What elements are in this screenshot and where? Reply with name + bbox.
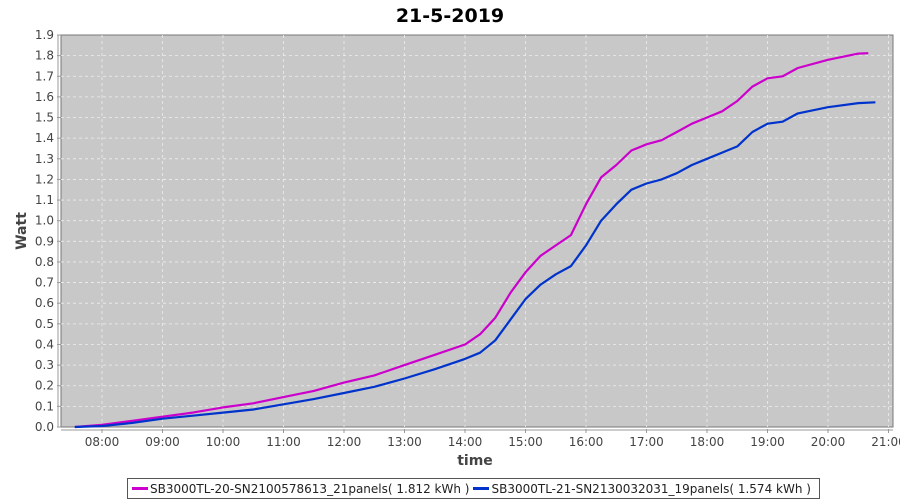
x-tick-label: 10:00 [206, 435, 241, 449]
legend-item-series-1: SB3000TL-20-SN2100578613_21panels( 1.812… [132, 482, 469, 496]
x-tick-label: 12:00 [327, 435, 362, 449]
y-tick-label: 0.6 [35, 296, 54, 310]
y-tick-label: 1.2 [35, 172, 54, 186]
y-tick-label: 1.1 [35, 193, 54, 207]
y-tick-label: 0.2 [35, 379, 54, 393]
y-axis-label: Watt [14, 212, 30, 250]
y-tick-label: 1.5 [35, 111, 54, 125]
y-tick-label: 0.1 [35, 399, 54, 413]
x-tick-label: 16:00 [569, 435, 604, 449]
y-tick-label: 0.3 [35, 358, 54, 372]
series-line-2 [74, 101, 876, 429]
chart-title: 21-5-2019 [396, 5, 504, 27]
y-tick-label: 0.0 [35, 420, 54, 434]
y-tick-label: 0.5 [35, 317, 54, 331]
y-tick-label: 1.0 [35, 214, 54, 228]
x-tick-label: 21:00 [871, 435, 900, 449]
legend-label: SB3000TL-20-SN2100578613_21panels( 1.812… [150, 481, 470, 496]
x-tick-label: 14:00 [448, 435, 483, 449]
x-axis-label: time [457, 453, 493, 469]
x-tick-label: 18:00 [690, 435, 725, 449]
x-tick-label: 15:00 [508, 435, 543, 449]
legend-swatch [132, 487, 148, 490]
series-line-1 [74, 52, 869, 429]
plot-area [60, 34, 894, 428]
y-tick-label: 1.4 [35, 131, 54, 145]
y-tick-label: 1.8 [35, 49, 54, 63]
y-tick-label: 1.7 [35, 69, 54, 83]
x-tick-label: 20:00 [811, 435, 846, 449]
y-tick-label: 1.3 [35, 152, 54, 166]
x-tick-label: 13:00 [387, 435, 422, 449]
x-tick-label: 19:00 [750, 435, 785, 449]
legend-swatch [473, 487, 490, 490]
x-tick-label: 08:00 [85, 435, 120, 449]
y-tick-label: 0.8 [35, 255, 54, 269]
legend: SB3000TL-20-SN2100578613_21panels( 1.812… [127, 478, 820, 499]
x-tick-label: 17:00 [629, 435, 664, 449]
y-tick-label: 0.7 [35, 276, 54, 290]
y-tick-label: 1.6 [35, 90, 54, 104]
x-tick-label: 11:00 [266, 435, 301, 449]
y-tick-label: 1.9 [35, 28, 54, 42]
legend-label: SB3000TL-21-SN2130032031_19panels( 1.574… [491, 481, 811, 496]
y-tick-label: 0.4 [35, 337, 54, 351]
x-tick-label: 09:00 [145, 435, 180, 449]
y-tick-label: 0.9 [35, 234, 54, 248]
legend-item-series-2: SB3000TL-21-SN2130032031_19panels( 1.574… [473, 481, 811, 496]
